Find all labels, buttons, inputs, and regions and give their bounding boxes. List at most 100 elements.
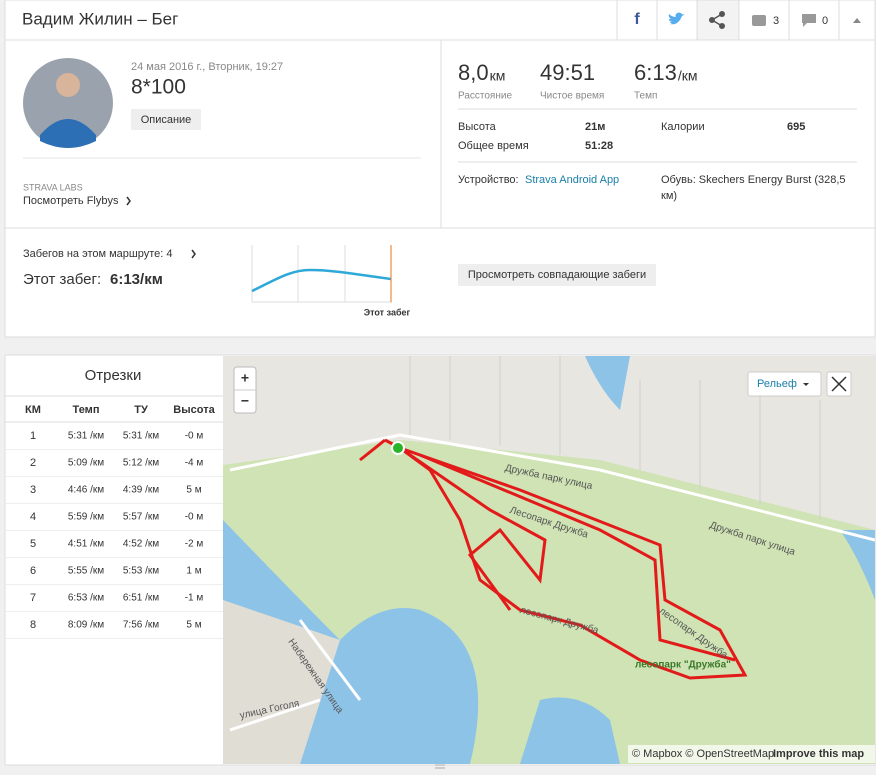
zoom-out[interactable]: − bbox=[241, 393, 249, 409]
splits-cell: 1 bbox=[30, 430, 36, 442]
avatar-jacket bbox=[40, 119, 96, 148]
splits-cell: 8:09 /км bbox=[68, 620, 104, 631]
shape bbox=[126, 196, 131, 206]
total-time-value: 51:28 bbox=[585, 140, 613, 152]
stat-unit: км bbox=[490, 68, 506, 84]
stat-label: Чистое время bbox=[540, 91, 604, 102]
splits-cell: 5:12 /км bbox=[123, 458, 159, 469]
shape bbox=[399, 446, 547, 611]
description-button[interactable] bbox=[131, 109, 201, 130]
splits-cell: 8 bbox=[30, 619, 36, 631]
shoes-cont: км) bbox=[661, 190, 677, 202]
zoom-in[interactable]: + bbox=[241, 370, 249, 386]
shape bbox=[359, 438, 386, 462]
splits-cell: 3 bbox=[30, 484, 36, 496]
splits-header: КМ bbox=[25, 404, 41, 416]
avatar-face bbox=[56, 73, 80, 97]
shape bbox=[391, 441, 405, 455]
calories-label: Калории bbox=[661, 121, 705, 133]
shape bbox=[840, 530, 875, 600]
shape bbox=[831, 376, 847, 392]
this-run-value: 6:13/км bbox=[110, 271, 163, 288]
shape bbox=[628, 745, 875, 763]
splits-cell: 5:55 /км bbox=[68, 566, 104, 577]
shape bbox=[229, 433, 875, 732]
splits-cell: 4 bbox=[30, 511, 36, 523]
shape bbox=[251, 268, 392, 293]
activity-card bbox=[4, 39, 876, 338]
route bbox=[359, 438, 748, 680]
splits-cell: 6 bbox=[30, 565, 36, 577]
splits-header: Темп bbox=[73, 404, 100, 416]
twitter-icon bbox=[668, 12, 685, 25]
flybys-link[interactable]: Посмотреть Flybys bbox=[23, 195, 119, 207]
splits-cell: 5 м bbox=[186, 620, 201, 631]
splits-cell: 4:51 /км bbox=[68, 539, 104, 550]
stat-value: 49:51 bbox=[540, 60, 595, 85]
description-label: Описание bbox=[141, 114, 192, 126]
elevation-label: Высота bbox=[458, 121, 497, 133]
splits-cell: 5:57 /км bbox=[123, 512, 159, 523]
layer-label: Рельеф bbox=[757, 378, 797, 390]
splits-header: Высота bbox=[173, 404, 215, 416]
stat-value: 8,0 bbox=[458, 60, 489, 85]
splits-cell: 5 м bbox=[186, 485, 201, 496]
improve-link[interactable]: Improve this map bbox=[773, 748, 864, 760]
splits-cell: 6:51 /км bbox=[123, 593, 159, 604]
facebook-button[interactable] bbox=[616, 0, 658, 41]
stats: 8,0 км Расстояние 49:51 Чистое время 6:13/км Т… bbox=[458, 60, 697, 102]
splits-cell: 4:39 /км bbox=[123, 485, 159, 496]
shape bbox=[419, 453, 736, 662]
splits-cell: -0 м bbox=[185, 512, 204, 523]
share-button[interactable] bbox=[696, 0, 740, 41]
shape bbox=[585, 356, 630, 410]
attribution: © Mapbox © OpenStreetMap bbox=[632, 748, 774, 760]
shape bbox=[229, 698, 321, 732]
splits-cell: 5:31 /км bbox=[123, 431, 159, 442]
comment-icon bbox=[802, 14, 816, 27]
matching-runs-button[interactable] bbox=[458, 264, 656, 286]
shape bbox=[409, 356, 821, 520]
calories-value: 695 bbox=[787, 121, 805, 133]
shoes: Обувь: Skechers Energy Burst (328,5 bbox=[661, 174, 846, 186]
facebook-icon: f bbox=[634, 11, 640, 28]
splits-cell: 5:09 /км bbox=[68, 458, 104, 469]
shape bbox=[711, 13, 723, 27]
activity-date: 24 мая 2016 г., Вторник, 19:27 bbox=[131, 61, 283, 73]
labs-label: STRAVA LABS bbox=[23, 182, 83, 192]
header-title: Вадим Жилин – Бег bbox=[22, 9, 178, 28]
comparison-chart bbox=[251, 245, 392, 303]
kudos-icon bbox=[752, 15, 766, 26]
share-icon bbox=[709, 11, 725, 29]
splits-cell: 2 bbox=[30, 457, 36, 469]
shape bbox=[409, 356, 821, 520]
matching-runs-label: Просмотреть совпадающие забеги bbox=[468, 269, 646, 281]
shape bbox=[298, 619, 362, 701]
splits-title: Отрезки bbox=[85, 367, 142, 384]
kudos-count: 3 bbox=[773, 15, 779, 27]
shape bbox=[435, 764, 445, 769]
total-time-label: Общее время bbox=[458, 140, 529, 152]
splits-cell: -4 м bbox=[185, 458, 204, 469]
device-link[interactable]: Strava Android App bbox=[525, 174, 619, 186]
map-label: лесопарк "Дружба" bbox=[635, 659, 731, 671]
chart-label: Этот забег bbox=[364, 307, 411, 317]
splits-cell: 4:46 /км bbox=[68, 485, 104, 496]
avatar bbox=[23, 58, 113, 148]
splits-cell: 5:53 /км bbox=[123, 566, 159, 577]
splits-cell: 6:53 /км bbox=[68, 593, 104, 604]
splits-cell: 5 bbox=[30, 538, 36, 550]
elevation-value: 21м bbox=[585, 121, 605, 133]
splits-table: КМ Темп ТУ Высота 1 5:31 /км 5:31 /км -0 м 2 5:09… bbox=[5, 404, 223, 639]
splits-cell: -0 м bbox=[185, 431, 204, 442]
splits-cell: 5:31 /км bbox=[68, 431, 104, 442]
stat-value: 6:13 bbox=[634, 60, 677, 85]
this-run-label: Этот забег: bbox=[23, 271, 101, 288]
stat-unit: /км bbox=[678, 68, 698, 84]
activity-name: 8*100 bbox=[131, 76, 186, 99]
map[interactable]: Дружба парк улица Дружба парк улица Лесо… bbox=[223, 356, 875, 764]
route-runs[interactable]: Забегов на этом маршруте: 4 bbox=[23, 248, 173, 260]
layer-select[interactable] bbox=[747, 371, 822, 397]
stat-label: Расстояние bbox=[458, 91, 512, 102]
header-buttons bbox=[616, 0, 876, 41]
